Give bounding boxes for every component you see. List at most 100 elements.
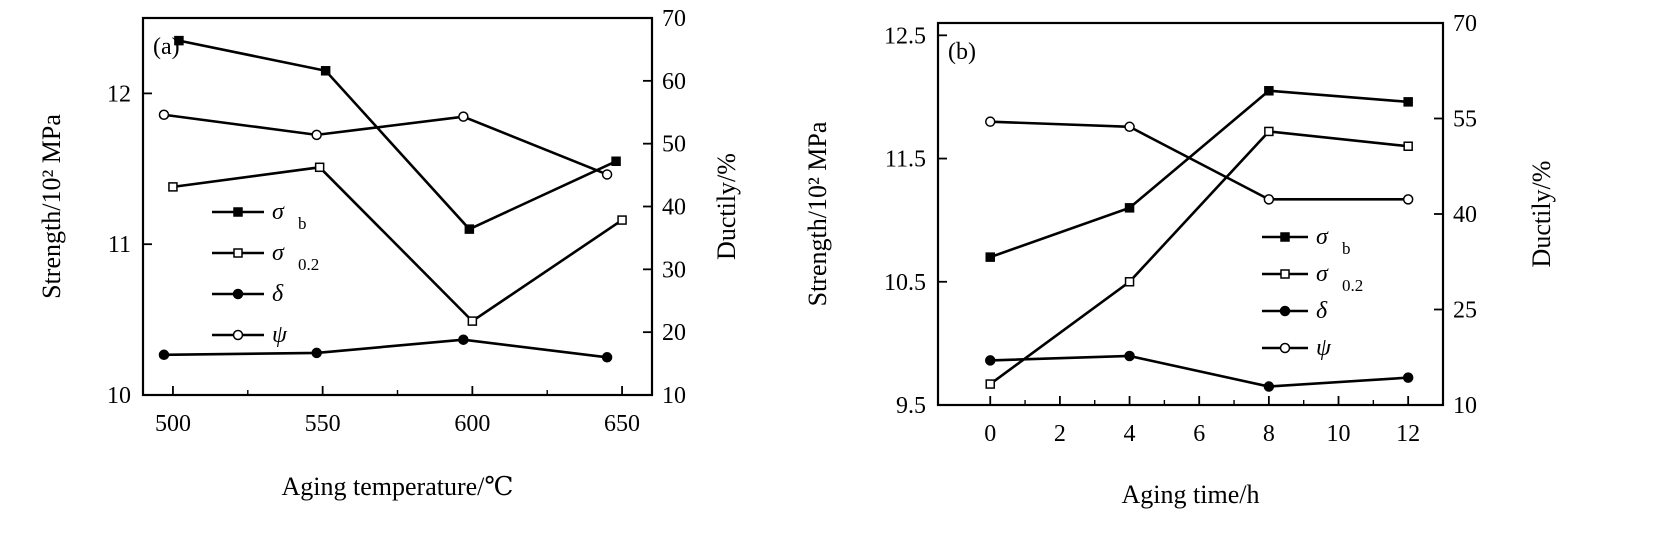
y2-tick-label: 60 — [662, 69, 686, 95]
series-line — [163, 338, 608, 359]
y-axis-label: Strength/10² MPa — [803, 121, 832, 306]
panel-label: (b) — [948, 39, 976, 65]
y-tick-label: 11 — [108, 232, 131, 258]
legend-label-subscript: b — [1342, 239, 1351, 258]
series-line — [163, 113, 608, 176]
series-4 — [158, 109, 613, 180]
data-point — [1124, 203, 1135, 213]
series-1 — [985, 86, 1413, 262]
y2-tick-label: 10 — [1453, 393, 1477, 419]
y-axis-label: Strength/10² MPa — [37, 114, 66, 299]
legend-marker — [233, 248, 243, 258]
series-3 — [158, 334, 613, 363]
data-point — [1124, 350, 1135, 362]
x-axis-label: Aging time/h — [1122, 480, 1260, 509]
legend-label: ψ — [1316, 335, 1332, 361]
y2-axis-label: Ductily/% — [712, 153, 741, 260]
y-tick-label: 11.5 — [885, 147, 926, 173]
legend-label-subscript: 0.2 — [298, 255, 319, 274]
legend-label: δ — [272, 281, 284, 307]
data-point — [311, 347, 322, 359]
series-4 — [984, 116, 1414, 205]
legend-marker — [1279, 342, 1291, 354]
series-line — [989, 89, 1409, 259]
y-tick-label: 10.5 — [884, 270, 926, 296]
y2-axis-label: Ductily/% — [1527, 161, 1556, 268]
data-point — [311, 129, 322, 141]
x-tick-label: 10 — [1327, 421, 1351, 447]
data-point — [601, 352, 613, 363]
series-line — [989, 130, 1409, 386]
x-tick-label: 8 — [1263, 421, 1275, 447]
legend-label: ψ — [272, 322, 288, 348]
data-point — [985, 379, 995, 389]
data-point — [601, 169, 613, 180]
plot-frame — [936, 21, 1445, 407]
x-tick-label: 0 — [984, 421, 996, 447]
data-point — [320, 66, 331, 76]
series-line — [990, 354, 1409, 388]
y2-tick-label: 70 — [662, 6, 686, 32]
data-point — [984, 355, 996, 366]
chart-panel-a: 500 550 600 65010111210203040506070(a)Aging… — [37, 6, 741, 501]
y2-tick-label: 40 — [662, 195, 686, 221]
legend-item: δ — [212, 281, 284, 307]
y2-tick-label: 55 — [1453, 107, 1477, 133]
data-point — [1403, 141, 1413, 151]
legend-item: ψ — [1262, 335, 1332, 361]
series-line — [990, 120, 1409, 201]
data-point — [464, 224, 475, 234]
series-3 — [984, 350, 1414, 392]
data-point — [617, 215, 627, 225]
x-tick-label: 650 — [604, 411, 640, 437]
data-point — [1264, 126, 1274, 137]
data-point — [1124, 277, 1135, 287]
legend-label-subscript: b — [298, 214, 307, 233]
x-axis-label: Aging temperature/℃ — [282, 472, 514, 501]
legend-marker — [233, 207, 243, 217]
legend-label: δ — [1316, 298, 1328, 324]
plot-frame — [141, 16, 654, 397]
data-point — [458, 334, 469, 345]
y2-tick-label: 50 — [662, 132, 686, 158]
y-tick-label: 12.5 — [884, 23, 926, 49]
data-point — [174, 35, 184, 46]
data-point — [467, 316, 478, 326]
series-2 — [168, 162, 627, 326]
legend-marker — [1280, 232, 1290, 242]
legend-item: σ 0.2 — [1262, 261, 1363, 295]
data-point — [611, 156, 621, 167]
data-point — [1403, 97, 1413, 107]
y-tick-label: 9.5 — [896, 393, 926, 419]
legend-marker — [1279, 305, 1291, 317]
data-point — [1264, 86, 1274, 96]
legend-marker — [232, 329, 244, 341]
data-point — [1263, 381, 1275, 392]
data-point — [1402, 194, 1414, 205]
legend-label-subscript: 0.2 — [1342, 276, 1363, 295]
y2-tick-label: 20 — [662, 320, 686, 346]
data-point — [158, 109, 170, 121]
x-tick-label: 550 — [305, 411, 341, 437]
y2-tick-label: 40 — [1453, 202, 1477, 228]
y-tick-label: 12 — [107, 81, 131, 107]
data-point — [1263, 194, 1275, 205]
y-tick-label: 10 — [107, 383, 131, 409]
y2-tick-label: 70 — [1453, 11, 1477, 37]
legend-label: σ — [272, 240, 285, 266]
x-tick-label: 6 — [1193, 421, 1205, 447]
legend-item: ψ — [212, 322, 288, 348]
x-tick-label: 12 — [1396, 421, 1420, 447]
legend-marker — [232, 288, 244, 300]
data-point — [458, 111, 469, 122]
legend-label: σ — [272, 199, 285, 225]
data-point — [1124, 121, 1135, 133]
x-tick-label: 2 — [1054, 421, 1066, 447]
data-point — [314, 162, 325, 173]
series-line — [172, 165, 623, 323]
x-tick-label: 4 — [1124, 421, 1136, 447]
data-point — [158, 349, 170, 361]
